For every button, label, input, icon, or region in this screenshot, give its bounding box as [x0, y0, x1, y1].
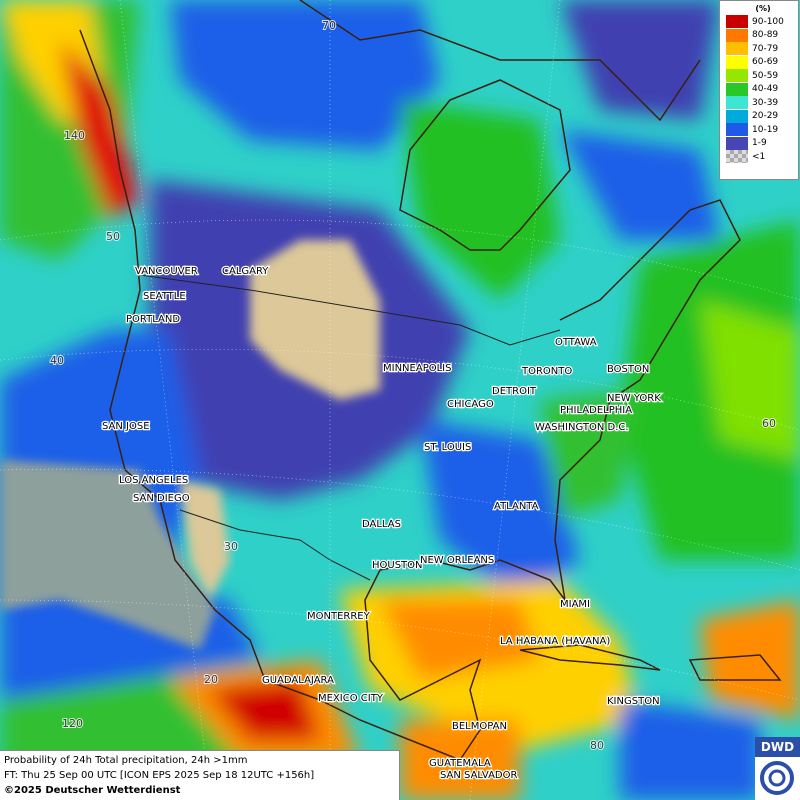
grid-label: 140 [64, 129, 85, 142]
logo: DWD [755, 737, 800, 800]
city-labels: VANCOUVER CALGARY SEATTLE PORTLAND MINNE… [101, 265, 663, 783]
legend-swatch [726, 82, 748, 96]
city-label: NEW ORLEANS [420, 555, 494, 566]
city-label: OTTAWA [555, 337, 597, 348]
city-label: DETROIT [492, 386, 537, 397]
city-label: LOS ANGELES [119, 475, 188, 486]
legend-label: 70-79 [752, 43, 779, 54]
city-label: SAN SALVADOR [440, 770, 517, 781]
coastlines [79, 0, 782, 761]
legend-label: 30-39 [752, 97, 779, 108]
caption: Probability of 24h Total precipitation, … [0, 750, 400, 800]
grid-label: 20 [204, 673, 218, 686]
legend-title: (%) [755, 4, 771, 13]
legend-item: 90-100 [720, 15, 798, 29]
grid-label: 50 [106, 230, 120, 243]
caption-line: ©2025 Deutscher Wetterdienst [4, 785, 181, 796]
legend-swatch [726, 96, 748, 110]
legend-item: 70-79 [720, 42, 798, 56]
legend-item: 60-69 [720, 55, 798, 70]
low-probability-area [0, 460, 215, 650]
city-label: BELMOPAN [452, 721, 507, 732]
city-label: PORTLAND [126, 314, 180, 325]
legend-label: 40-49 [752, 84, 779, 95]
legend-swatch [726, 69, 748, 83]
legend-label: 1-9 [752, 138, 767, 149]
legend-swatch [726, 109, 748, 123]
legend-item: 50-59 [720, 69, 798, 83]
logo-text: DWD [755, 737, 800, 757]
city-label: MEXICO CITY [318, 693, 384, 704]
grid-label: 60 [762, 417, 776, 430]
city-label: GUATEMALA [429, 758, 491, 769]
city-label: TORONTO [521, 366, 572, 377]
legend-swatch [726, 15, 748, 29]
legend: (%) 90-100 80-89 70-79 60-69 50-59 40-49 30-39… [719, 0, 799, 180]
legend-item: <1 [720, 150, 798, 164]
logo-icon [760, 761, 794, 795]
city-label: LA HABANA (HAVANA) [500, 636, 610, 647]
legend-swatch [726, 136, 748, 150]
city-label: SAN DIEGO [133, 493, 190, 504]
legend-item: 10-19 [720, 123, 798, 137]
legend-label: 60-69 [752, 57, 779, 68]
legend-item: 20-29 [720, 109, 798, 124]
caption-line: Probability of 24h Total precipitation, … [4, 755, 248, 766]
grid-label: 70 [322, 19, 336, 32]
city-label: SEATTLE [143, 291, 186, 302]
city-label: MIAMI [560, 599, 590, 610]
legend-swatch [726, 150, 748, 164]
legend-label: 50-59 [752, 70, 779, 81]
city-label: CHICAGO [447, 399, 494, 410]
city-label: ATLANTA [494, 501, 539, 512]
legend-label: 80-89 [752, 30, 779, 41]
city-label: CALGARY [222, 266, 269, 277]
city-label: SAN JOSE [102, 421, 150, 432]
legend-label: 20-29 [752, 111, 779, 122]
city-label: MONTERREY [307, 611, 371, 622]
legend-swatch [726, 123, 748, 137]
city-label: PHILADELPHIA [560, 405, 632, 416]
caption-line: FT: Thu 25 Sep 00 UTC [ICON EPS 2025 Sep… [4, 770, 315, 781]
legend-item: 1-9 [720, 136, 798, 151]
low-probability-area [180, 480, 230, 600]
low-probability-area [250, 240, 380, 400]
borders [139, 274, 561, 581]
city-label: ST. LOUIS [424, 442, 471, 453]
legend-item: 40-49 [720, 82, 798, 97]
legend-swatch [726, 28, 748, 42]
city-label: NEW YORK [607, 393, 661, 404]
legend-label: <1 [752, 151, 766, 162]
grid-label: 120 [62, 717, 83, 730]
city-label: BOSTON [607, 364, 649, 375]
grid-label: 40 [50, 354, 64, 367]
legend-rows: 90-100 80-89 70-79 60-69 50-59 40-49 30-39 20-2… [720, 15, 798, 164]
legend-item: 30-39 [720, 96, 798, 110]
legend-swatch [726, 42, 748, 56]
city-label: HOUSTON [372, 560, 423, 571]
grid-label: 80 [590, 739, 604, 752]
grid-labels: 70 140 50 40 60 30 20 120 80 [49, 18, 777, 753]
city-label: DALLAS [362, 519, 401, 530]
city-label: VANCOUVER [135, 266, 198, 277]
legend-label: 10-19 [752, 124, 779, 135]
legend-item: 80-89 [720, 28, 798, 43]
legend-swatch [726, 55, 748, 69]
city-label: MINNEAPOLIS [383, 363, 451, 374]
legend-label: 90-100 [752, 16, 784, 27]
city-label: WASHINGTON D.C. [535, 422, 629, 433]
grid-label: 30 [224, 540, 238, 553]
city-label: KINGSTON [607, 696, 660, 707]
city-label: GUADALAJARA [262, 675, 334, 686]
